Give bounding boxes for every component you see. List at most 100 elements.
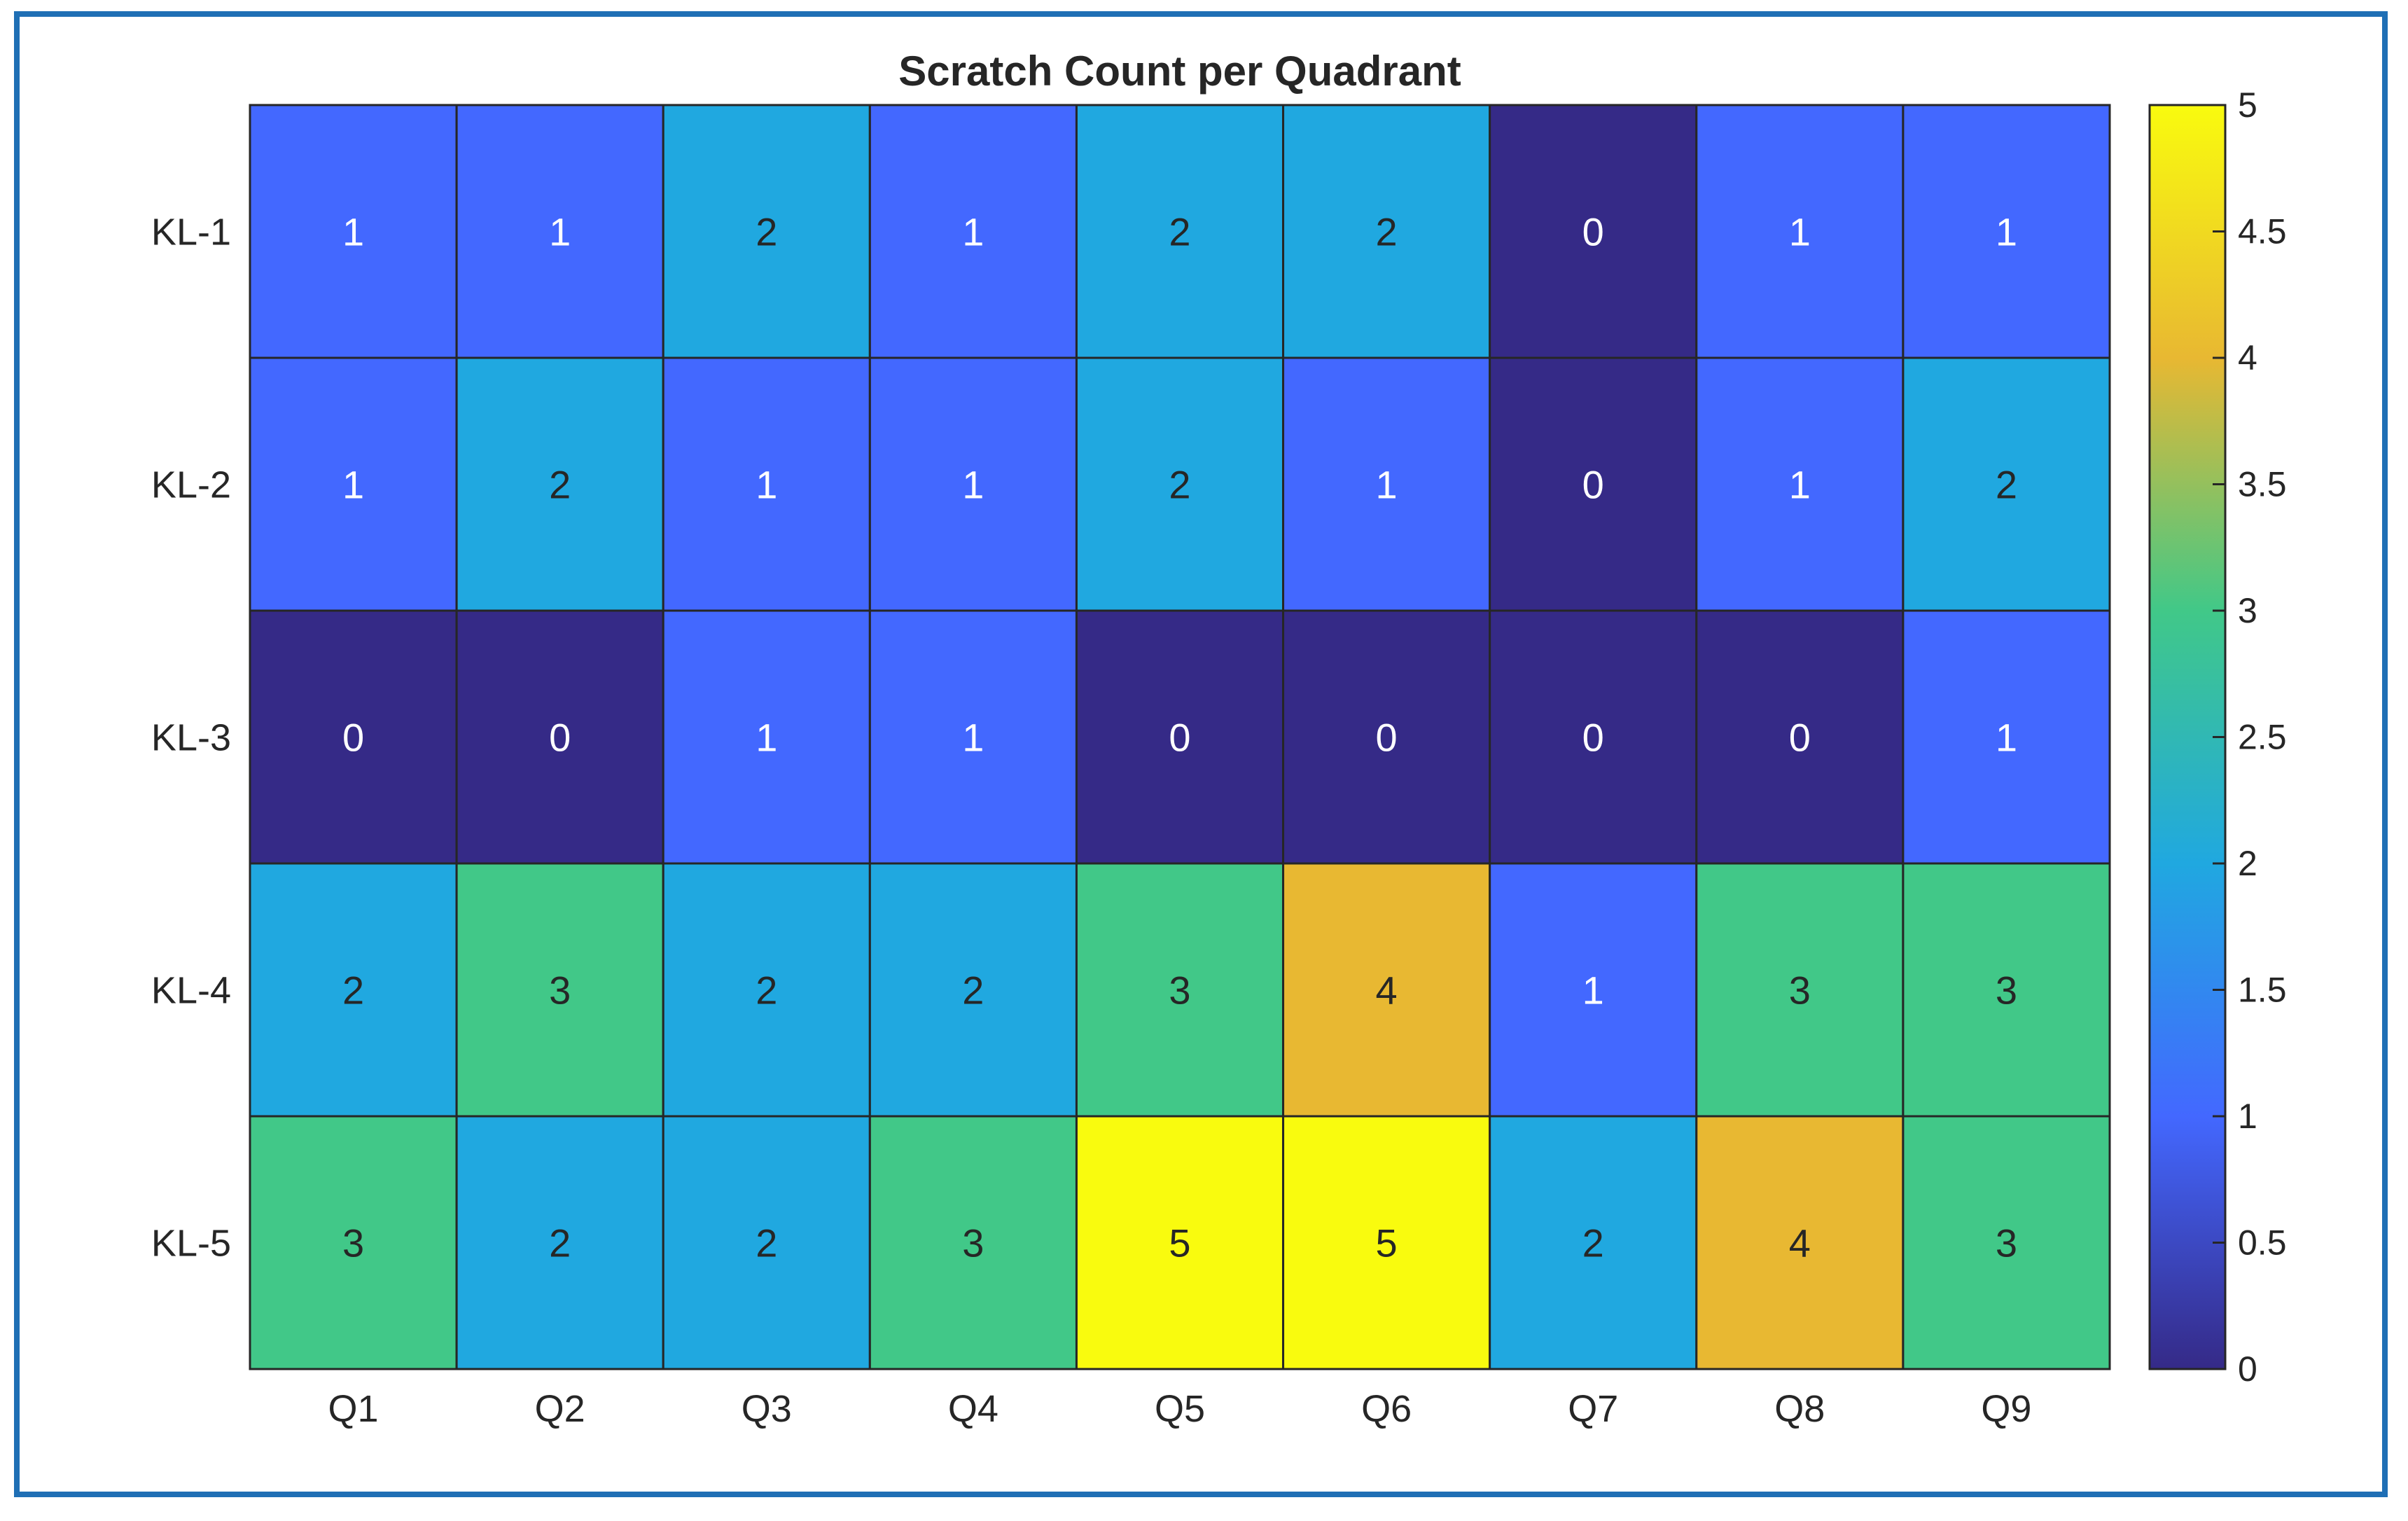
cell-value-label: 2	[1376, 210, 1398, 254]
colorbar-tick-label: 0.5	[2238, 1223, 2287, 1263]
cell-value-label: 0	[1582, 210, 1604, 254]
cell-value-label: 2	[1582, 1221, 1604, 1265]
cell-value-label: 0	[1169, 716, 1190, 760]
cell-value-label: 1	[1376, 463, 1398, 507]
x-tick-label: Q4	[948, 1388, 998, 1430]
cell-value-label: 1	[1789, 463, 1811, 507]
cell-value-label: 2	[756, 968, 777, 1013]
cell-value-label: 1	[756, 716, 777, 760]
cell-value-label: 0	[549, 716, 571, 760]
cell-value-label: 0	[1376, 716, 1398, 760]
cell-value-label: 2	[756, 1221, 777, 1265]
y-axis-ticks: KL-1 KL-2 KL-3 KL-4 KL-5	[151, 211, 231, 1265]
y-tick-label: KL-2	[151, 464, 231, 506]
heatmap-cell	[455, 1115, 664, 1370]
colorbar-tick-label: 1	[2238, 1097, 2257, 1136]
heatmap-cell	[1902, 1115, 2111, 1370]
heatmap-cell	[1282, 1115, 1491, 1370]
x-tick-label: Q3	[742, 1388, 792, 1430]
heatmap-cell	[868, 609, 1078, 865]
heatmap-cell	[1902, 104, 2111, 359]
cell-value-label: 1	[342, 210, 364, 254]
heatmap-cell	[249, 609, 458, 865]
heatmap-cell	[868, 1115, 1078, 1370]
heatmap-cell	[1902, 356, 2111, 612]
heatmap-cell	[455, 609, 664, 865]
heatmap-cell	[662, 104, 871, 359]
cell-value-label: 0	[1582, 716, 1604, 760]
heatmap-cell	[1489, 104, 1698, 359]
cell-value-label: 1	[962, 463, 984, 507]
heatmap-cell	[1282, 356, 1491, 612]
heatmap-cell	[1489, 862, 1698, 1118]
colorbar-tick-label: 2.5	[2238, 718, 2287, 757]
cell-value-label: 2	[1996, 463, 2017, 507]
heatmap-cell	[662, 609, 871, 865]
heatmap-cell	[1075, 104, 1285, 359]
cell-value-label: 0	[1582, 463, 1604, 507]
cell-value-label: 2	[549, 463, 571, 507]
heatmap-cell	[1695, 609, 1905, 865]
heatmap-cell	[1902, 609, 2111, 865]
cell-value-label: 0	[342, 716, 364, 760]
y-tick-label: KL-3	[151, 717, 231, 759]
heatmap-cell	[662, 1115, 871, 1370]
cell-value-label: 1	[1789, 210, 1811, 254]
x-axis-ticks: Q1 Q2 Q3 Q4 Q5 Q6 Q7 Q8 Q9	[328, 1388, 2032, 1430]
cell-value-label: 3	[342, 1221, 364, 1265]
cell-value-label: 1	[1996, 716, 2017, 760]
cell-value-label: 2	[342, 968, 364, 1013]
cell-value-label: 3	[1996, 968, 2017, 1013]
cell-value-label: 2	[962, 968, 984, 1013]
heatmap-cell	[868, 356, 1078, 612]
colorbar-tick-label: 3.5	[2238, 465, 2287, 504]
heatmap-cell	[1695, 356, 1905, 612]
heatmap-cell	[662, 862, 871, 1118]
heatmap-cell	[662, 356, 871, 612]
cell-value-label: 2	[756, 210, 777, 254]
heatmap-cell	[249, 1115, 458, 1370]
x-tick-label: Q8	[1774, 1388, 1825, 1430]
colorbar: 0 0.5 1 1.5 2 2.5 3 3.5 4 4.5 5	[2148, 85, 2287, 1389]
cell-value-label: 2	[1169, 463, 1190, 507]
colorbar-tick-label: 4.5	[2238, 212, 2287, 251]
cell-value-label: 1	[962, 210, 984, 254]
heatmap-cell	[1075, 1115, 1285, 1370]
heatmap-cell	[249, 862, 458, 1118]
y-tick-label: KL-1	[151, 211, 231, 254]
cell-value-label: 1	[342, 463, 364, 507]
cell-value-label: 2	[549, 1221, 571, 1265]
colorbar-tick-label: 0	[2238, 1349, 2257, 1389]
y-tick-label: KL-5	[151, 1223, 231, 1265]
x-tick-label: Q7	[1568, 1388, 1618, 1430]
x-tick-label: Q9	[1981, 1388, 2031, 1430]
heatmap-cell	[1282, 609, 1491, 865]
heatmap-cell	[1695, 862, 1905, 1118]
x-tick-label: Q2	[535, 1388, 585, 1430]
cell-value-label: 1	[756, 463, 777, 507]
heatmap-cell	[1902, 862, 2111, 1118]
cell-value-label: 3	[962, 1221, 984, 1265]
colorbar-tick-label: 4	[2238, 338, 2257, 377]
cell-value-label: 1	[962, 716, 984, 760]
colorbar-tick-label: 3	[2238, 591, 2257, 630]
heatmap-cell-labels: 1 1 2 1 2 2 0 1 1 1 2 1 1 2 1 0 1 2 0 0 1 1 0 0 0 0 1 2 3 2 2 3 4 1 3 3 3 2 2 3…	[342, 210, 2017, 1265]
cell-value-label: 5	[1376, 1221, 1398, 1265]
cell-value-label: 5	[1169, 1221, 1190, 1265]
cell-value-label: 3	[549, 968, 571, 1013]
chart-title: Scratch Count per Quadrant	[898, 48, 1461, 95]
x-tick-label: Q6	[1361, 1388, 1412, 1430]
heatmap-cells	[249, 104, 2111, 1370]
x-tick-label: Q1	[328, 1388, 379, 1430]
cell-value-label: 1	[549, 210, 571, 254]
cell-value-label: 1	[1996, 210, 2017, 254]
x-tick-label: Q5	[1155, 1388, 1205, 1430]
colorbar-tick-label: 1.5	[2238, 971, 2287, 1010]
heatmap-cell	[455, 356, 664, 612]
heatmap-cell	[1695, 1115, 1905, 1370]
cell-value-label: 2	[1169, 210, 1190, 254]
cell-value-label: 1	[1582, 968, 1604, 1013]
colorbar-tick-label: 2	[2238, 844, 2257, 883]
heatmap-cell	[1489, 356, 1698, 612]
